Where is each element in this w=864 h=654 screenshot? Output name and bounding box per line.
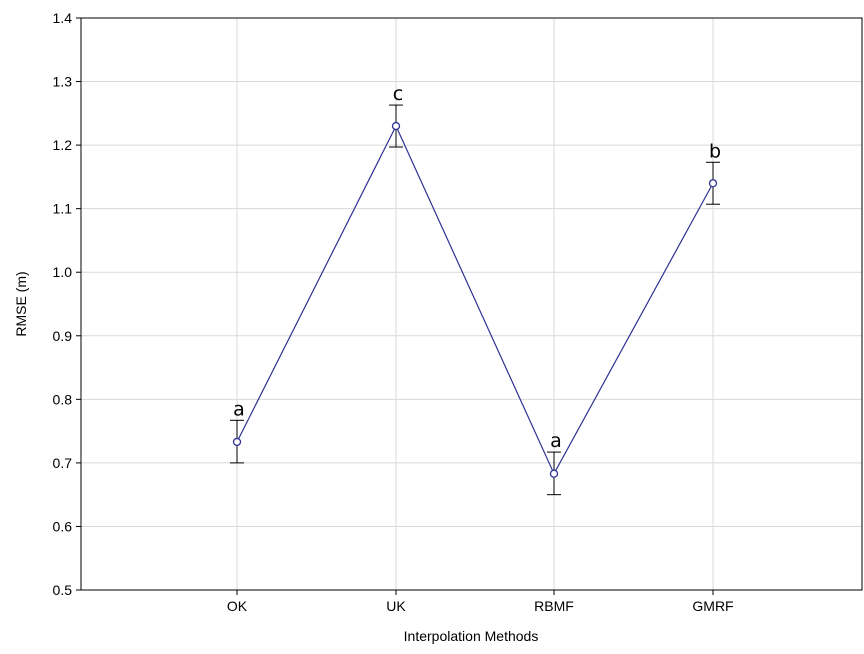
grid-lines xyxy=(81,18,862,590)
y-tick-label: 1.0 xyxy=(53,264,73,280)
plot-frame xyxy=(80,17,863,591)
y-tick-label: 1.1 xyxy=(53,201,73,217)
significance-label: a xyxy=(550,430,562,452)
y-tick-label: 0.8 xyxy=(53,391,73,407)
data-point xyxy=(708,179,718,188)
y-tick-label: 0.6 xyxy=(53,518,73,534)
x-tick-label: GMRF xyxy=(692,598,733,614)
y-tick-label: 0.5 xyxy=(53,582,73,598)
significance-label: c xyxy=(393,83,403,105)
y-axis: 0.5 0.6 0.7 0.8 0.9 1.0 1.1 1.2 1.3 1.4 xyxy=(53,10,81,598)
series-line xyxy=(236,124,714,476)
y-tick-label: 0.7 xyxy=(53,455,73,471)
series-rmse: a c a b xyxy=(230,83,721,496)
y-tick-label: 1.4 xyxy=(53,10,73,26)
y-tick-label: 1.2 xyxy=(53,137,73,153)
significance-label: a xyxy=(233,398,245,420)
x-tick-label: UK xyxy=(386,598,406,614)
data-point xyxy=(549,469,559,478)
significance-label: b xyxy=(709,140,721,162)
x-tick-label: RBMF xyxy=(534,598,574,614)
x-tick-label: OK xyxy=(227,598,248,614)
y-tick-label: 0.9 xyxy=(53,328,73,344)
data-point xyxy=(232,437,242,447)
data-point xyxy=(391,121,401,131)
x-axis: OK UK RBMF GMRF xyxy=(227,590,734,614)
y-tick-label: 1.3 xyxy=(53,74,73,90)
x-axis-title: Interpolation Methods xyxy=(404,628,539,644)
y-axis-title: RMSE (m) xyxy=(13,271,29,336)
